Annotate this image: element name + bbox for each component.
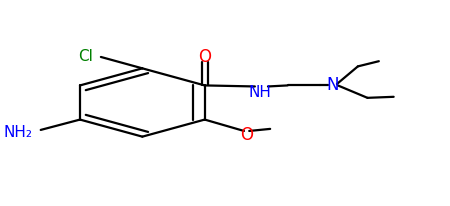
Text: O: O bbox=[240, 125, 252, 143]
Text: N: N bbox=[326, 76, 338, 94]
Text: O: O bbox=[198, 48, 211, 66]
Text: NH: NH bbox=[249, 84, 271, 99]
Text: Cl: Cl bbox=[78, 49, 93, 63]
Text: NH₂: NH₂ bbox=[4, 124, 33, 139]
